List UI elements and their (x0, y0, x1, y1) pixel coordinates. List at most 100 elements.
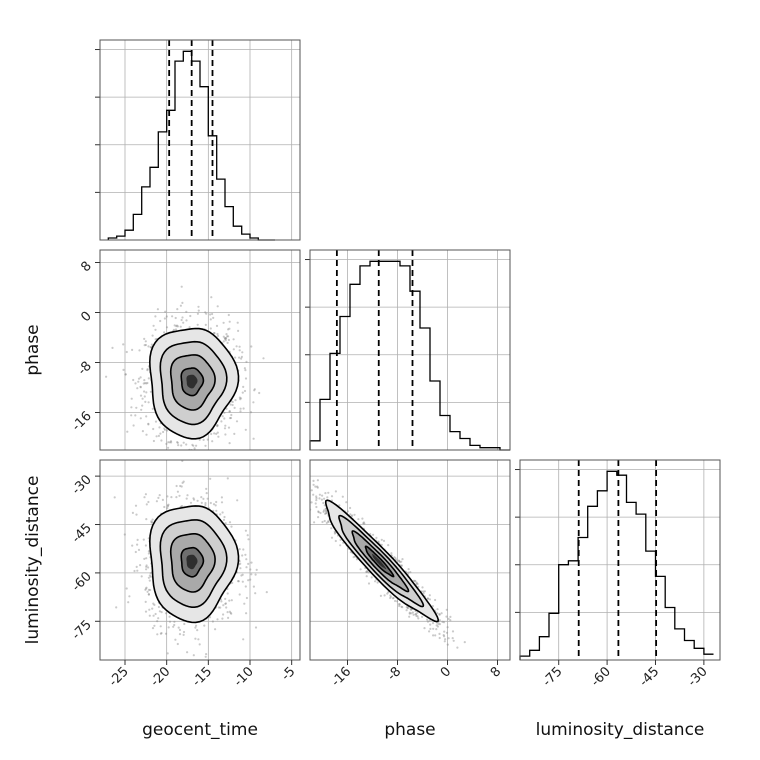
scatter-point (326, 496, 329, 499)
scatter-point (327, 491, 330, 494)
scatter-point (220, 420, 223, 423)
histogram-luminosity_distance (519, 470, 714, 660)
scatter-point (325, 511, 328, 515)
scatter-point (330, 536, 334, 539)
scatter-point (434, 598, 437, 602)
scatter-point (435, 624, 438, 627)
scatter-point (162, 430, 165, 434)
scatter-point (222, 340, 225, 343)
scatter-point (144, 340, 147, 343)
scatter-point (159, 432, 162, 435)
scatter-point (223, 427, 227, 430)
scatter-point (389, 595, 393, 598)
scatter-point (244, 529, 247, 532)
scatter-point (175, 484, 178, 488)
panels-layer: -25 -20 -15 -10 -5 geocent_time -16 -8 0 8 phase -7… (23, 39, 721, 740)
scatter-point (249, 578, 252, 581)
scatter-point (159, 625, 162, 628)
scatter-point (204, 323, 207, 326)
scatter-point (334, 539, 337, 543)
scatter-point (244, 428, 247, 431)
scatter-point (447, 617, 450, 621)
scatter-point (216, 305, 219, 308)
scatter-point (265, 591, 268, 594)
scatter-point (398, 561, 401, 564)
scatter-point (408, 611, 411, 614)
pair-content-1 (100, 460, 300, 660)
scatter-point (182, 321, 185, 324)
scatter-point (147, 500, 150, 504)
scatter-point (124, 373, 127, 376)
y-tick-label-phase-2: 0 (78, 309, 94, 325)
scatter-point (192, 497, 195, 500)
scatter-point (224, 597, 227, 601)
scatter-point (134, 550, 137, 554)
scatter-point (178, 633, 182, 636)
scatter-point (310, 501, 313, 504)
scatter-point (170, 441, 173, 444)
scatter-point (239, 410, 242, 413)
scatter-point (152, 324, 155, 327)
scatter-point (166, 507, 169, 510)
scatter-point (224, 337, 228, 340)
scatter-point (143, 337, 146, 340)
scatter-point (175, 496, 178, 499)
scatter-point (180, 318, 183, 322)
scatter-point (324, 507, 327, 510)
scatter-point (155, 435, 158, 438)
scatter-point (185, 443, 188, 446)
scatter-point (131, 511, 134, 514)
scatter-point (349, 513, 352, 516)
scatter-point (238, 349, 241, 352)
scatter-point (143, 379, 146, 382)
scatter-point (426, 618, 429, 621)
scatter-point (426, 597, 429, 600)
scatter-point (147, 566, 150, 569)
y-ticks-phase: -16 -8 0 8 (69, 259, 100, 434)
scatter-point (414, 613, 417, 616)
scatter-point (152, 614, 155, 617)
scatter-point (134, 504, 138, 507)
x-ticks-geocent_time: -25 -20 -15 -10 -5 (106, 660, 298, 690)
scatter-point (407, 568, 410, 571)
scatter-point (338, 504, 341, 507)
scatter-point (228, 417, 232, 420)
scatter-point (182, 441, 185, 444)
scatter-point (212, 316, 215, 319)
scatter-point (322, 501, 325, 505)
scatter-point (150, 520, 153, 523)
scatter-point (154, 612, 157, 616)
scatter-point (214, 504, 217, 507)
scatter-point (451, 630, 455, 633)
scatter-point (182, 456, 184, 458)
scatter-point (456, 646, 459, 649)
scatter-point (235, 420, 239, 423)
scatter-point (422, 592, 425, 595)
scatter-point (139, 564, 142, 567)
scatter-point (229, 403, 232, 406)
scatter-point (205, 312, 208, 315)
scatter-point (434, 634, 437, 637)
scatter-point (249, 568, 252, 571)
scatter-point (165, 326, 169, 329)
scatter-point (322, 509, 326, 512)
scatter-point (132, 424, 135, 427)
scatter-point (227, 313, 230, 317)
scatter-point (154, 420, 158, 423)
scatter-point (333, 530, 336, 533)
scatter-point (398, 604, 401, 608)
scatter-point (198, 643, 201, 646)
scatter-point (163, 505, 166, 509)
scatter-point (400, 564, 403, 567)
scatter-point (317, 510, 320, 514)
scatter-point (193, 447, 196, 450)
scatter-point (157, 617, 160, 620)
scatter-point (247, 538, 250, 541)
x-tick-label-phase-2: 0 (438, 664, 454, 680)
scatter-point (216, 424, 219, 427)
scatter-point (140, 408, 143, 411)
scatter-point (242, 407, 245, 410)
scatter-point (243, 367, 246, 370)
contour-1-3 (148, 505, 240, 624)
scatter-point (316, 485, 319, 488)
